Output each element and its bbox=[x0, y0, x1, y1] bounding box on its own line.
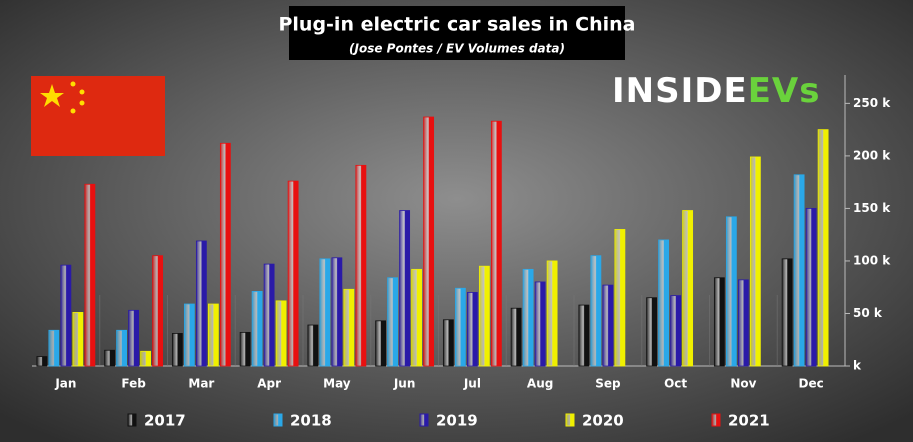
bar bbox=[355, 164, 367, 367]
bar bbox=[128, 309, 140, 367]
bar bbox=[72, 312, 84, 367]
bar bbox=[387, 277, 399, 367]
bar bbox=[36, 356, 48, 367]
y-tick-label: k bbox=[853, 359, 862, 373]
legend-swatch bbox=[419, 413, 429, 427]
bar bbox=[602, 284, 614, 367]
bar bbox=[183, 303, 195, 367]
bar bbox=[725, 216, 737, 367]
bar bbox=[251, 291, 263, 367]
bar bbox=[48, 329, 60, 367]
bar bbox=[263, 263, 275, 367]
y-tick-label: 100 k bbox=[853, 253, 891, 267]
bar bbox=[682, 210, 694, 367]
bar bbox=[411, 268, 423, 367]
x-tick-label: Apr bbox=[257, 377, 281, 391]
legend-label: 2020 bbox=[582, 412, 624, 430]
bar bbox=[171, 333, 183, 367]
x-tick-label: Aug bbox=[527, 377, 553, 391]
bar bbox=[104, 349, 116, 367]
bar bbox=[207, 303, 219, 367]
legend-label: 2021 bbox=[728, 412, 770, 430]
bar bbox=[140, 350, 152, 367]
logo: INSIDEEVs bbox=[612, 71, 820, 111]
y-tick-label: 250 k bbox=[853, 96, 891, 110]
x-tick-label: Mar bbox=[188, 377, 214, 391]
bar bbox=[152, 255, 164, 367]
bar bbox=[817, 129, 829, 367]
x-tick-label: Nov bbox=[730, 377, 756, 391]
bar bbox=[116, 329, 128, 367]
bar bbox=[737, 279, 749, 367]
bar bbox=[343, 288, 355, 367]
bar bbox=[646, 297, 658, 367]
flag bbox=[31, 76, 165, 156]
bar bbox=[490, 120, 502, 367]
bar bbox=[399, 210, 411, 367]
bar bbox=[534, 281, 546, 367]
legend-swatch bbox=[127, 413, 137, 427]
bar bbox=[275, 300, 287, 367]
bar bbox=[805, 208, 817, 367]
x-tick-label: Jan bbox=[54, 377, 76, 391]
bar bbox=[442, 319, 454, 367]
legend-label: 2019 bbox=[436, 412, 478, 430]
x-tick-label: Jul bbox=[463, 377, 481, 391]
bar bbox=[423, 116, 435, 367]
bar bbox=[749, 156, 761, 367]
x-tick-label: Feb bbox=[121, 377, 146, 391]
chart-subtitle: (Jose Pontes / EV Volumes data) bbox=[349, 42, 565, 56]
legend-label: 2017 bbox=[144, 412, 186, 430]
bar bbox=[454, 287, 466, 367]
legend-swatch bbox=[565, 413, 575, 427]
bar bbox=[578, 304, 590, 367]
bar bbox=[307, 324, 319, 367]
bar bbox=[219, 142, 231, 367]
x-tick-label: Sep bbox=[595, 377, 621, 391]
bar bbox=[331, 257, 343, 367]
y-tick-label: 150 k bbox=[853, 201, 891, 215]
legend-swatch bbox=[273, 413, 283, 427]
bar bbox=[60, 264, 72, 367]
legend-swatch bbox=[711, 413, 721, 427]
bar bbox=[287, 180, 299, 367]
x-tick-label: Dec bbox=[799, 377, 824, 391]
title-box bbox=[289, 6, 625, 60]
bar bbox=[546, 260, 558, 367]
bar bbox=[670, 295, 682, 367]
bar bbox=[793, 174, 805, 367]
legend-label: 2018 bbox=[290, 412, 332, 430]
bar bbox=[195, 240, 207, 367]
bar bbox=[590, 255, 602, 367]
x-tick-label: May bbox=[323, 377, 351, 391]
bar bbox=[658, 239, 670, 367]
bar bbox=[466, 292, 478, 367]
bar bbox=[239, 331, 251, 367]
bar bbox=[614, 229, 626, 367]
bar bbox=[478, 265, 490, 367]
y-tick-label: 200 k bbox=[853, 148, 891, 162]
chart-title: Plug-in electric car sales in China bbox=[278, 14, 635, 36]
bar bbox=[319, 258, 331, 367]
bar bbox=[781, 258, 793, 367]
x-tick-label: Jun bbox=[393, 377, 416, 391]
bar bbox=[510, 307, 522, 367]
bar bbox=[522, 268, 534, 367]
x-tick-label: Oct bbox=[664, 377, 687, 391]
bar bbox=[84, 183, 96, 367]
bar bbox=[375, 320, 387, 367]
y-tick-label: 50 k bbox=[853, 306, 883, 320]
bar bbox=[713, 277, 725, 367]
